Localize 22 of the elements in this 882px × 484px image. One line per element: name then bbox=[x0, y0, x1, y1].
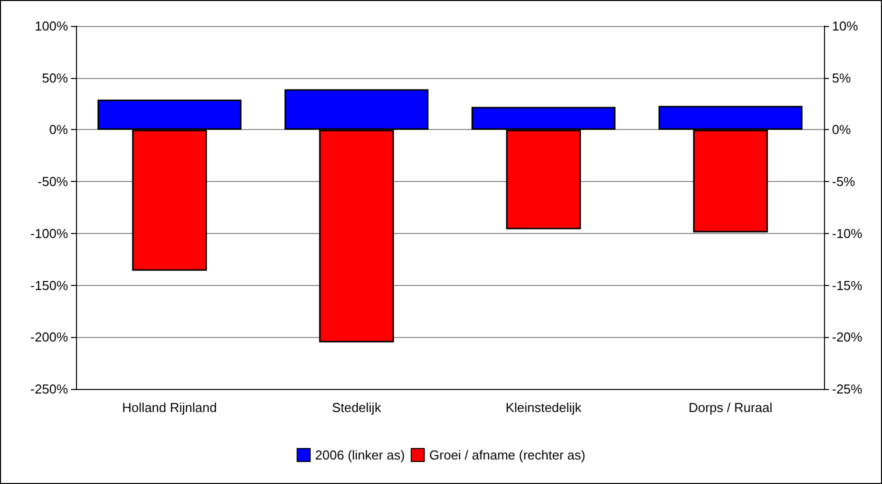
x-tick-label: Kleinstedelijk bbox=[506, 400, 582, 415]
y-tick-label: -250% bbox=[30, 382, 68, 396]
y2-tick-label: -5% bbox=[832, 174, 856, 190]
y-tick-label: 50% bbox=[42, 70, 68, 86]
x-tick-label: Stedelijk bbox=[332, 400, 382, 415]
y-tick-label: -200% bbox=[30, 330, 68, 345]
y-tick-label: 0% bbox=[49, 122, 68, 138]
x-tick-label: Holland Rijnland bbox=[122, 400, 217, 415]
y2-tick-label: -15% bbox=[832, 278, 863, 293]
y2-tick-label: -10% bbox=[832, 226, 863, 241]
y-tick-label: -150% bbox=[30, 278, 68, 293]
y-tick-label: -50% bbox=[38, 174, 68, 190]
x-tick-label: Dorps / Ruraal bbox=[688, 400, 773, 415]
legend-label: 2006 (linker as) bbox=[315, 448, 405, 462]
y-tick-label: 100% bbox=[34, 18, 68, 34]
y2-tick-label: 10% bbox=[832, 18, 858, 34]
y2-tick-label: 0% bbox=[832, 122, 852, 138]
legend-label: Groei / afname (rechter as) bbox=[429, 448, 586, 462]
y-tick-label: -100% bbox=[30, 226, 68, 241]
y2-tick-label: -25% bbox=[832, 382, 863, 396]
y2-tick-label: 5% bbox=[832, 70, 852, 86]
y2-tick-label: -20% bbox=[832, 330, 863, 345]
